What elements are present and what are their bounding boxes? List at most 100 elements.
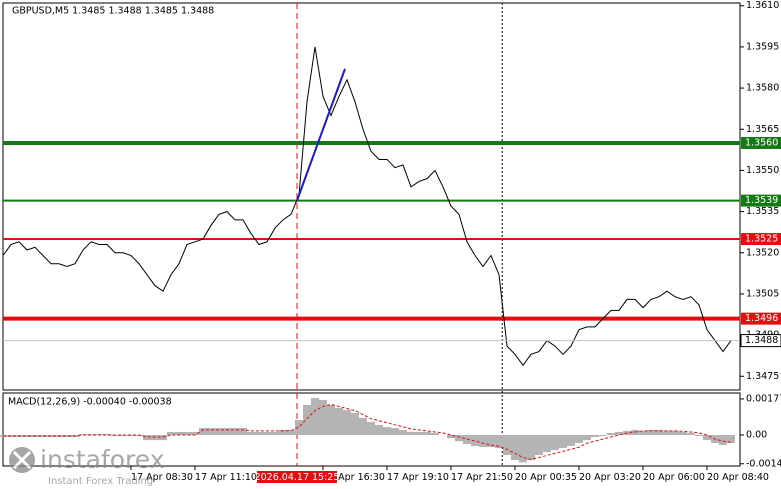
level-label-box bbox=[741, 194, 781, 207]
macd-bar bbox=[719, 435, 727, 445]
macd-bar bbox=[63, 435, 71, 438]
macd-bar bbox=[663, 430, 671, 436]
y-tick-label: 1.3520 bbox=[746, 247, 779, 258]
macd-bar bbox=[487, 435, 495, 448]
x-tick-label: 17 Apr 19:10 bbox=[387, 472, 449, 483]
macd-bar bbox=[255, 431, 263, 436]
chart-title: GBPUSD,M5 1.3485 1.3488 1.3485 1.3488 bbox=[12, 6, 214, 17]
macd-bar bbox=[271, 431, 279, 436]
macd-bar bbox=[263, 431, 271, 436]
level-label: 1.3539 bbox=[745, 195, 778, 206]
level-label: 1.3496 bbox=[745, 313, 778, 324]
macd-bar bbox=[95, 433, 103, 436]
level-label-box bbox=[741, 233, 781, 246]
y-tick-label: 1.3565 bbox=[746, 124, 779, 135]
macd-bar bbox=[111, 435, 119, 437]
macd-bar bbox=[543, 435, 551, 453]
watermark: instaforex Instant Forex Trading bbox=[9, 445, 165, 487]
x-tick-label: 20 Apr 06:00 bbox=[643, 472, 705, 483]
macd-bar bbox=[231, 428, 239, 436]
macd-bar bbox=[551, 435, 559, 451]
macd-bar bbox=[159, 435, 167, 441]
macd-bar bbox=[639, 430, 647, 436]
y-tick-label: 0.00177 bbox=[746, 393, 781, 404]
macd-bar bbox=[335, 407, 343, 436]
macd-bar bbox=[647, 429, 655, 436]
macd-bar bbox=[687, 432, 695, 436]
macd-bar bbox=[375, 425, 383, 436]
x-tick-label: 20 Apr 03:20 bbox=[579, 472, 641, 483]
macd-bar bbox=[519, 435, 527, 463]
macd-bar bbox=[703, 435, 711, 441]
macd-bar bbox=[471, 435, 479, 447]
x-tick-label: 17 Apr 21:50 bbox=[451, 472, 513, 483]
x-tick-label: 17 Apr 08:30 bbox=[131, 472, 193, 483]
level-label-box bbox=[741, 312, 781, 325]
macd-bar bbox=[399, 429, 407, 436]
macd-bar bbox=[695, 435, 703, 437]
macd-bar bbox=[279, 429, 287, 436]
macd-bar bbox=[23, 435, 31, 438]
level-label: 1.3560 bbox=[745, 137, 778, 148]
macd-bar bbox=[455, 435, 463, 442]
price-panel-frame bbox=[2, 2, 741, 391]
macd-bar bbox=[423, 431, 431, 436]
y-tick-label: 1.3475 bbox=[746, 371, 779, 382]
macd-bar bbox=[479, 435, 487, 448]
macd-bar bbox=[495, 435, 503, 449]
macd-bar bbox=[295, 419, 303, 436]
macd-bar bbox=[343, 409, 351, 436]
current-price-box bbox=[740, 334, 781, 348]
y-tick-label: 1.3580 bbox=[746, 83, 779, 94]
macd-bar bbox=[655, 429, 663, 436]
x-tick-label: 20 Apr 08:40 bbox=[707, 472, 769, 483]
macd-bar bbox=[359, 417, 367, 436]
macd-bar bbox=[407, 431, 415, 436]
watermark-tagline: Instant Forex Trading bbox=[48, 476, 153, 487]
macd-bar bbox=[391, 428, 399, 436]
macd-bar bbox=[607, 432, 615, 436]
macd-bar bbox=[79, 433, 87, 436]
macd-bar bbox=[175, 431, 183, 436]
x-tick-label: 20 Apr 00:35 bbox=[515, 472, 577, 483]
macd-bar bbox=[535, 435, 543, 455]
macd-bar bbox=[431, 432, 439, 436]
macd-bar bbox=[223, 428, 231, 436]
macd-bar bbox=[591, 435, 599, 438]
macd-bar bbox=[503, 435, 511, 455]
macd-title: MACD(12,26,9) -0.00040 -0.00038 bbox=[8, 397, 172, 408]
watermark-brand: instaforex bbox=[40, 445, 165, 474]
crosshair-label: 2026.04.17 15:25 bbox=[255, 472, 340, 483]
macd-bar bbox=[671, 430, 679, 436]
macd-bar bbox=[207, 428, 215, 436]
macd-bar bbox=[631, 429, 639, 436]
macd-bar bbox=[87, 433, 95, 436]
macd-bar bbox=[127, 435, 135, 437]
y-tick-label: 0.00 bbox=[746, 430, 767, 441]
macd-bar bbox=[351, 412, 359, 436]
macd-bar bbox=[311, 397, 319, 436]
y-tick-label: 1.3535 bbox=[746, 206, 779, 217]
macd-bar bbox=[143, 435, 151, 441]
macd-bar bbox=[183, 431, 191, 436]
y-tick-label: 1.3550 bbox=[746, 165, 779, 176]
macd-panel-frame bbox=[2, 392, 741, 467]
macd-bar bbox=[511, 435, 519, 461]
current-price-label: 1.3488 bbox=[745, 335, 778, 346]
price-line bbox=[2, 46, 732, 367]
watermark-icon-mark bbox=[12, 450, 32, 470]
level-label: 1.3525 bbox=[745, 234, 778, 245]
macd-bar bbox=[383, 427, 391, 436]
macd-bar bbox=[559, 435, 567, 449]
macd-bar bbox=[679, 431, 687, 436]
macd-bar bbox=[527, 435, 535, 461]
macd-bar bbox=[239, 428, 247, 436]
macd-bar bbox=[319, 399, 327, 436]
macd-bar bbox=[575, 435, 583, 443]
macd-bar bbox=[367, 421, 375, 436]
x-tick-label: 17 Apr 11:10 bbox=[195, 472, 257, 483]
y-tick-label: 1.3610 bbox=[746, 0, 779, 11]
